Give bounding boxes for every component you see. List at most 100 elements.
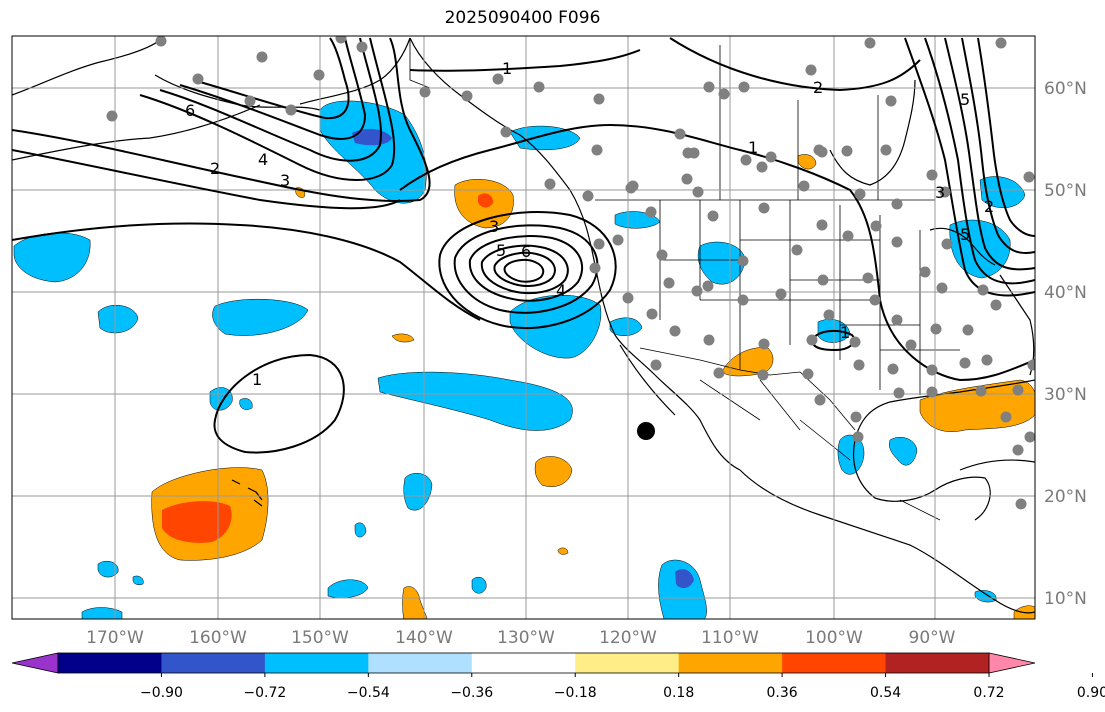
colorbar-tick-label: 0.36	[767, 685, 798, 701]
anomaly-blue-california-coast	[509, 294, 602, 359]
lat-tick-label: 50°N	[1044, 181, 1087, 201]
station-dot	[850, 411, 862, 423]
colorbar-outline	[57, 652, 990, 674]
coastline-layer	[12, 37, 1035, 614]
contour-1-subtropical	[213, 353, 345, 454]
contour-labels: 1 2 6 4 3 2 1 3 5 6 4 1 2 5 3 1 5	[185, 59, 994, 389]
lon-tick-label: 90°W	[909, 628, 956, 648]
station-dot	[707, 210, 719, 222]
anomaly-blue-mid-pacific-2	[212, 298, 309, 336]
contour-cutoff-low-3	[468, 235, 583, 302]
station-dot	[841, 145, 853, 157]
contour-label: 3	[280, 171, 290, 190]
station-dot	[926, 364, 938, 376]
contour-low-gulf-alaska-2	[12, 149, 401, 210]
station-dot	[757, 369, 769, 381]
station-dot	[285, 104, 297, 116]
station-dot	[849, 336, 861, 348]
coastline-hudson-bay	[829, 79, 916, 186]
contour-low-gulf-alaska-4	[159, 37, 382, 162]
colorbar-segment	[161, 653, 266, 673]
colorbar-segment	[678, 653, 783, 673]
station-dot	[775, 288, 787, 300]
station-dot	[765, 151, 777, 163]
station-dot	[1024, 431, 1035, 443]
station-dot	[533, 81, 545, 93]
station-dot	[870, 220, 882, 232]
station-dot	[926, 386, 938, 398]
lon-tick-label: 110°W	[701, 628, 759, 648]
lon-tick-label: 100°W	[805, 628, 863, 648]
contour-label: 4	[258, 150, 268, 169]
contour-label: 1	[748, 138, 758, 157]
station-dot	[419, 86, 431, 98]
station-dot	[669, 325, 681, 337]
lat-tick-label: 60°N	[1044, 79, 1087, 99]
forecast-point-marker	[637, 422, 655, 440]
contour-label: 6	[521, 242, 531, 261]
anomaly-blue-subtropical	[377, 371, 573, 431]
station-dot	[1012, 444, 1024, 456]
colorbar-segment	[885, 653, 990, 673]
station-dot	[962, 324, 974, 336]
station-dot	[869, 294, 881, 306]
contour-trough-east-2	[924, 37, 1035, 285]
anomaly-orange-small-5	[402, 586, 428, 619]
contour-label: 5	[960, 90, 970, 109]
contour-cutoff-low-5	[493, 251, 556, 287]
colorbar-extend-high	[988, 652, 1036, 674]
station-dot	[995, 37, 1007, 49]
station-dot	[939, 186, 951, 198]
station-dot	[106, 110, 118, 122]
station-dot	[582, 190, 594, 202]
coastline-baja	[619, 344, 741, 471]
station-dot	[919, 266, 931, 278]
station-dot	[593, 93, 605, 105]
anomaly-blue-east-pacific-tropics	[658, 559, 707, 619]
contour-label: 6	[185, 101, 195, 120]
station-dot	[990, 299, 1002, 311]
colorbar-tick-label: 0.18	[663, 685, 694, 701]
station-dot	[703, 81, 715, 93]
coastline-gulf-of-mexico	[852, 379, 1035, 502]
lat-tick-label: 20°N	[1044, 487, 1087, 507]
station-dot	[977, 284, 989, 296]
colorbar-tick-label: −0.54	[347, 685, 390, 701]
station-dot	[853, 359, 865, 371]
anomaly-red-hawaii	[162, 501, 232, 543]
anomaly-blue-small-3	[239, 398, 253, 410]
station-dot	[740, 154, 752, 166]
anomaly-orange-small-4	[557, 547, 569, 555]
station-dot	[854, 188, 866, 200]
station-dot	[791, 244, 803, 256]
station-dot	[589, 262, 601, 274]
station-dot	[691, 285, 703, 297]
map-area: 1 2 6 4 3 2 1 3 5 6 4 1 2 5 3 1 5	[12, 36, 1035, 619]
station-dot	[941, 238, 953, 250]
station-dot	[645, 206, 657, 218]
station-dot	[627, 180, 639, 192]
anomaly-orange-small-3	[534, 456, 573, 487]
coastline-cuba	[959, 459, 1035, 471]
lon-tick-label: 160°W	[189, 628, 247, 648]
station-dot	[1012, 384, 1024, 396]
station-dot	[891, 236, 903, 248]
latitude-tick-labels: 60°N 50°N 40°N 30°N 20°N 10°N	[1044, 79, 1087, 609]
station-dot	[798, 180, 810, 192]
station-dot	[880, 144, 892, 156]
station-dot	[817, 274, 829, 286]
colorbar-segment	[368, 653, 473, 673]
coastline-mexico-west	[739, 469, 1035, 614]
station-dot	[975, 385, 987, 397]
contour-label: 2	[984, 197, 994, 216]
station-dot	[905, 339, 917, 351]
anomaly-blue-caribbean	[889, 437, 918, 466]
contour-label: 1	[840, 323, 850, 342]
contour-label: 3	[489, 217, 499, 236]
station-dot	[887, 363, 899, 375]
station-dot	[756, 161, 768, 173]
map-title: 2025090400 F096	[444, 8, 601, 28]
lat-tick-label: 30°N	[1044, 385, 1087, 405]
colorbar-tick-label: −0.72	[243, 685, 286, 701]
contour-label: 1	[252, 370, 262, 389]
